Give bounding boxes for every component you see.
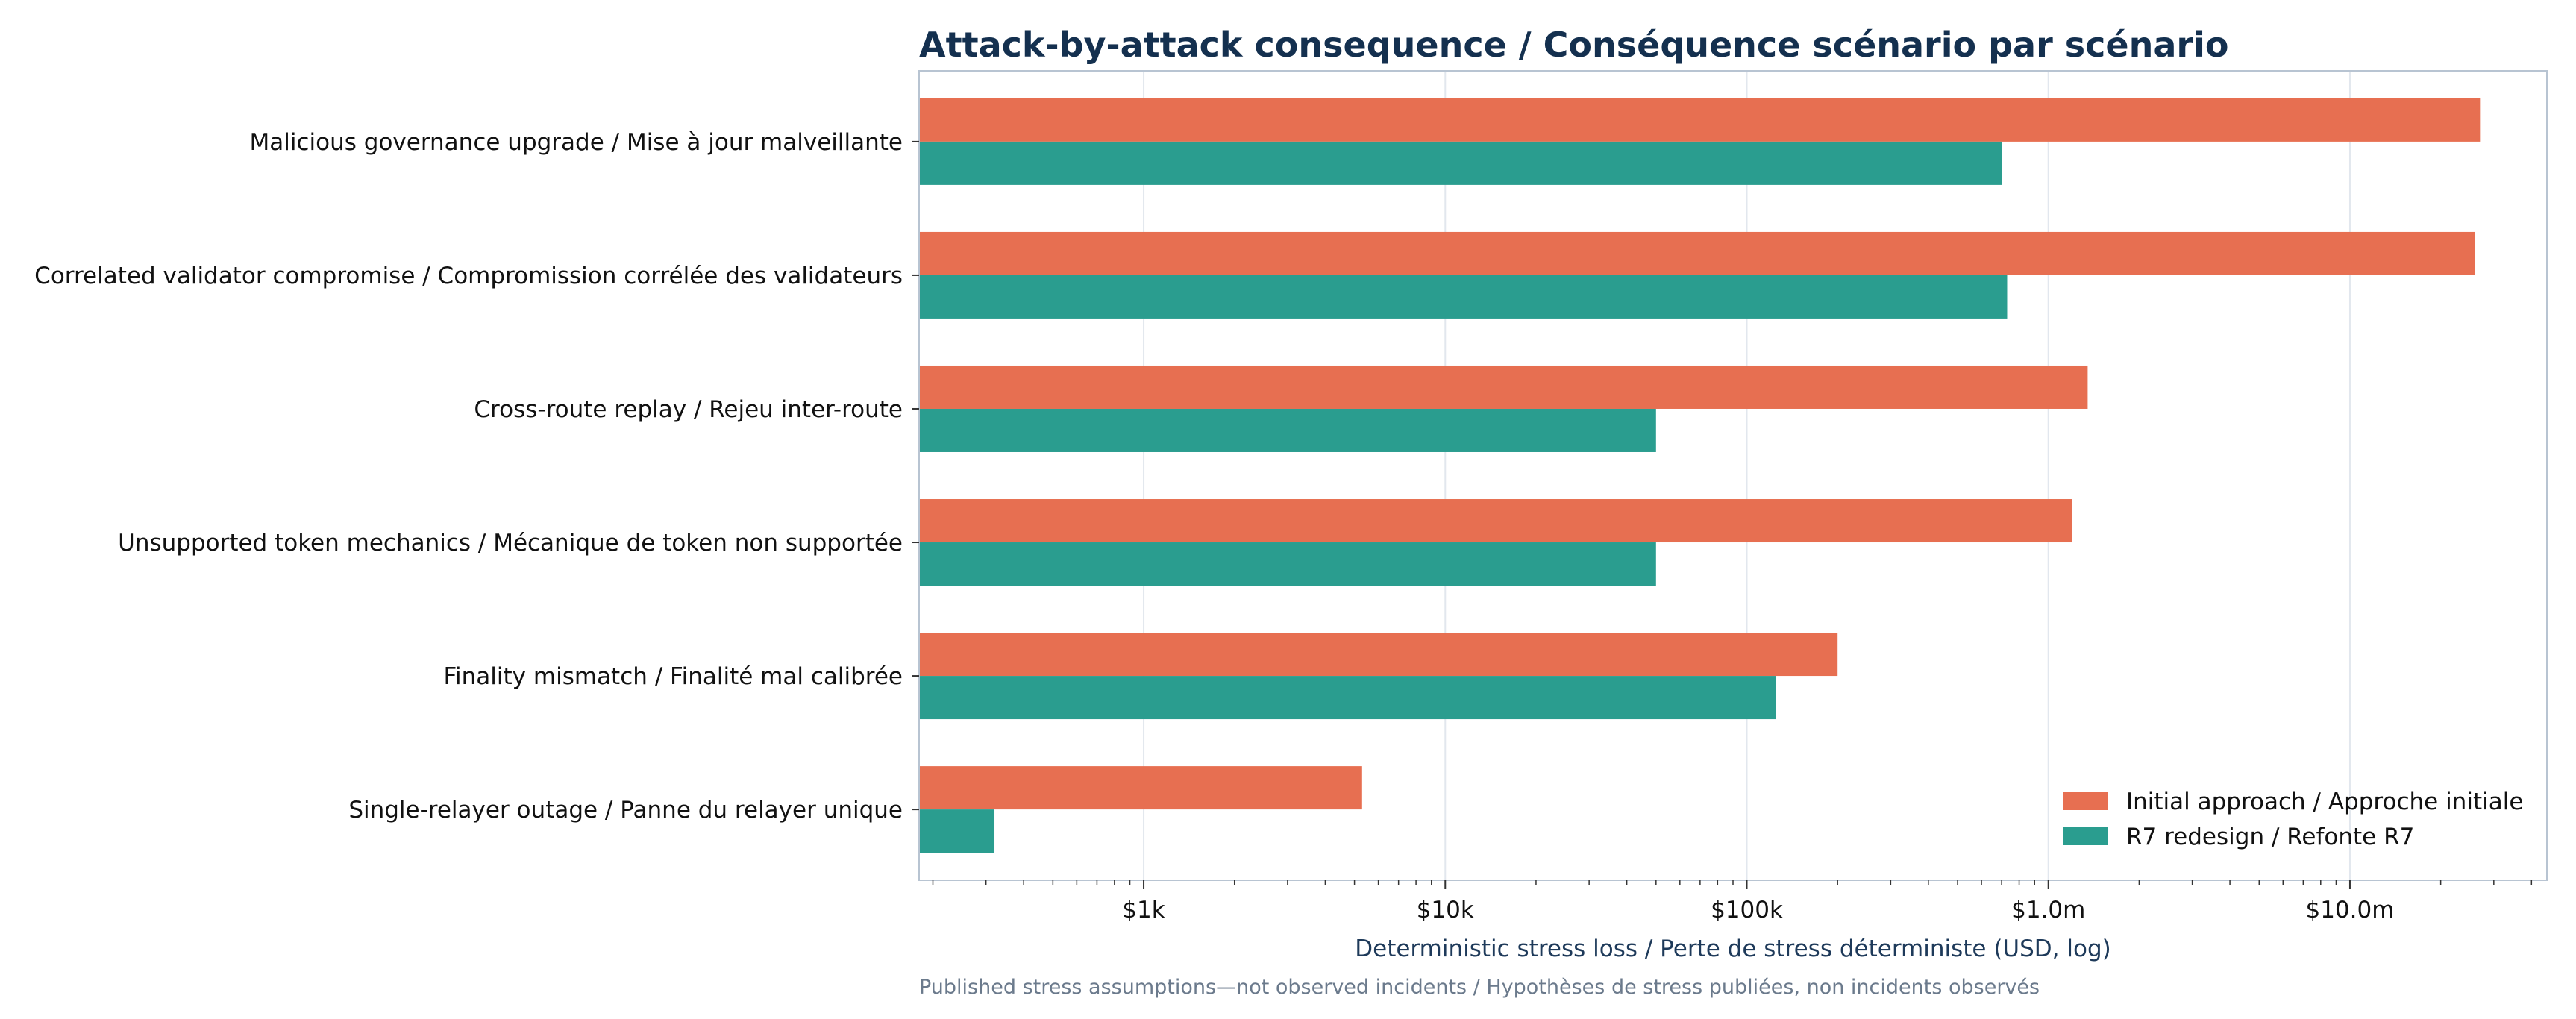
legend-swatch (2063, 792, 2108, 810)
x-tick-label: $1.0m (2011, 897, 2085, 924)
category-label: Unsupported token mechanics / Mécanique … (118, 530, 903, 556)
bar-initial-0 (919, 98, 2481, 142)
bar-initial-3 (919, 499, 2072, 543)
chart-note: Published stress assumptions—not observe… (919, 976, 2040, 999)
x-axis-label: Deterministic stress loss / Perte de str… (1355, 935, 2110, 962)
x-tick-label: $100k (1711, 897, 1783, 924)
legend-swatch (2063, 827, 2108, 845)
bar-initial-4 (919, 633, 1838, 677)
x-tick-label: $10k (1417, 897, 1474, 924)
y-axis-categories: Malicious governance upgrade / Mise à jo… (34, 129, 919, 824)
category-label: Cross-route replay / Rejeu inter-route (474, 396, 903, 423)
bar-r7-2 (919, 408, 1656, 452)
grid-lines (1143, 71, 2351, 880)
legend: Initial approach / Approche initiale R7 r… (2063, 788, 2523, 850)
bar-r7-1 (919, 275, 2008, 319)
bar-initial-1 (919, 231, 2475, 275)
bar-r7-4 (919, 676, 1776, 720)
x-tick-label: $1k (1122, 897, 1165, 924)
chart-title: Attack-by-attack consequence / Conséquen… (919, 25, 2228, 65)
category-label: Malicious governance upgrade / Mise à jo… (250, 129, 903, 156)
category-label: Single-relayer outage / Panne du relayer… (348, 797, 903, 824)
x-tick-label: $10.0m (2305, 897, 2394, 924)
bar-initial-5 (919, 766, 1362, 810)
bar-r7-0 (919, 141, 2002, 185)
bar-r7-5 (919, 809, 995, 853)
bar-initial-2 (919, 365, 2088, 409)
legend-label: Initial approach / Approche initiale (2126, 788, 2523, 815)
category-label: Finality mismatch / Finalité mal calibré… (443, 663, 903, 690)
bars (919, 98, 2481, 853)
category-label: Correlated validator compromise / Compro… (34, 263, 903, 289)
plot-frame (918, 70, 2548, 881)
legend-label: R7 redesign / Refonte R7 (2126, 824, 2414, 850)
bar-r7-3 (919, 542, 1656, 586)
x-axis-ticks: $1k $10k $100k $1.0m $10.0m (932, 880, 2533, 924)
